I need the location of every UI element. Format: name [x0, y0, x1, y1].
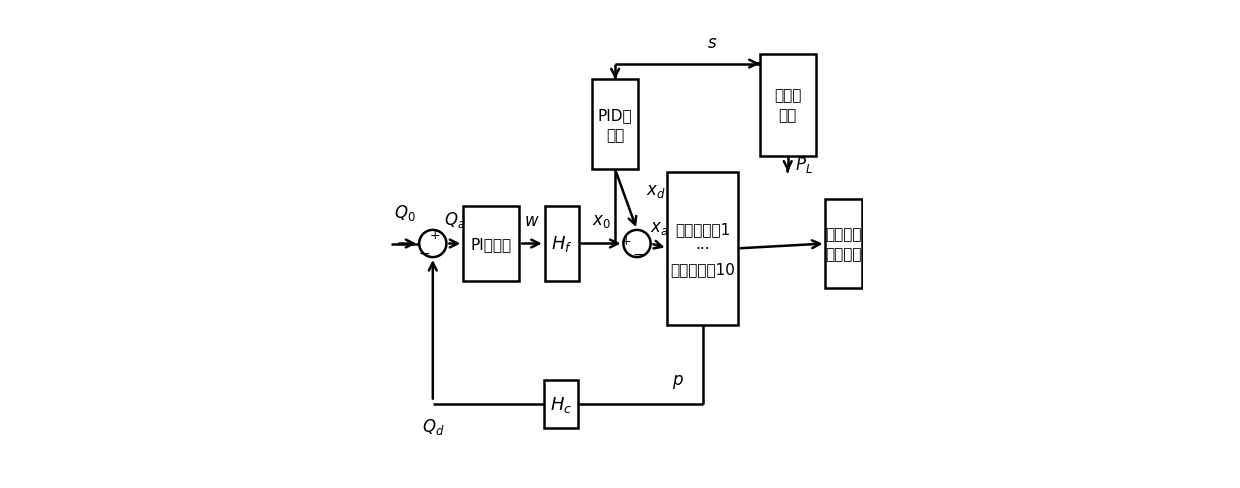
- Text: 阀控缸机构1
···
阀控缸机构10: 阀控缸机构1 ··· 阀控缸机构10: [671, 222, 735, 276]
- Text: $Q_a$: $Q_a$: [444, 209, 465, 229]
- Text: $H_c$: $H_c$: [549, 394, 572, 414]
- Text: PID控
制器: PID控 制器: [598, 108, 632, 142]
- FancyBboxPatch shape: [544, 206, 579, 282]
- Text: $Q_0$: $Q_0$: [394, 202, 415, 222]
- Text: $w$: $w$: [525, 211, 539, 229]
- Text: $P_L$: $P_L$: [795, 155, 813, 175]
- Text: $s$: $s$: [707, 34, 717, 52]
- Text: $H_f$: $H_f$: [551, 234, 573, 254]
- Text: PI控制器: PI控制器: [471, 237, 512, 251]
- Text: $x_d$: $x_d$: [646, 182, 666, 200]
- FancyBboxPatch shape: [591, 80, 639, 170]
- FancyBboxPatch shape: [667, 172, 738, 325]
- FancyBboxPatch shape: [826, 199, 862, 289]
- Text: −: −: [632, 247, 645, 261]
- Circle shape: [624, 230, 651, 258]
- Text: 六自由度
台振系统: 六自由度 台振系统: [826, 226, 862, 262]
- Text: −: −: [418, 246, 430, 260]
- Text: $p$: $p$: [672, 372, 684, 390]
- Text: +: +: [429, 229, 440, 242]
- Circle shape: [419, 230, 446, 258]
- Text: 刚度控
制器: 刚度控 制器: [774, 88, 801, 123]
- FancyBboxPatch shape: [543, 380, 578, 428]
- FancyBboxPatch shape: [760, 55, 816, 157]
- Text: +: +: [620, 235, 631, 248]
- Text: $x_a$: $x_a$: [650, 219, 668, 237]
- FancyBboxPatch shape: [464, 206, 520, 282]
- Text: $x_0$: $x_0$: [591, 211, 610, 229]
- Text: $Q_d$: $Q_d$: [422, 416, 444, 436]
